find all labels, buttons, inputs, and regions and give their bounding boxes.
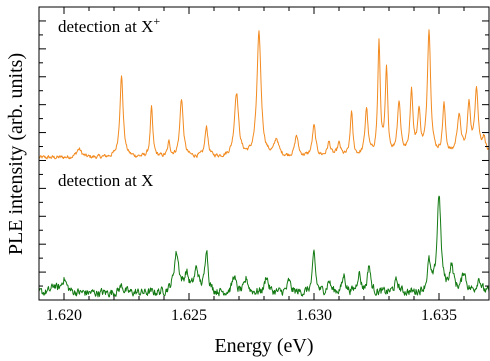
x-tick-label: 1.625 <box>171 307 207 324</box>
x-axis-label: Energy (eV) <box>214 335 313 357</box>
series-upper-line <box>39 29 489 160</box>
x-tick-label: 1.620 <box>46 307 82 324</box>
annotation-lower-text: detection at X <box>58 171 153 190</box>
x-tick-label: 1.630 <box>296 307 332 324</box>
annotation-upper-text: detection at X <box>58 17 153 36</box>
annotation-lower: detection at X <box>58 171 153 190</box>
series-layer <box>39 29 489 298</box>
series-lower-line <box>39 195 489 298</box>
x-tick-label: 1.635 <box>421 307 457 324</box>
x-tick-labels: 1.620 1.625 1.630 1.635 <box>46 307 457 324</box>
y-axis-label: PLE intensity (arb. units) <box>5 53 27 255</box>
plot-frame <box>38 6 490 301</box>
annotation-upper: detection at X+ <box>58 14 160 36</box>
annotation-upper-superscript: + <box>153 14 160 28</box>
x-ticks <box>38 7 490 300</box>
y-ticks <box>39 6 489 301</box>
